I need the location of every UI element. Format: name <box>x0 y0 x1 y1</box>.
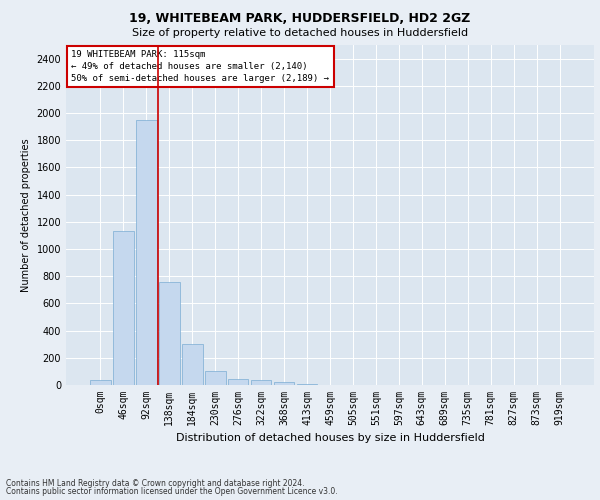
Bar <box>182 344 203 385</box>
Bar <box>113 232 134 385</box>
Text: Contains HM Land Registry data © Crown copyright and database right 2024.: Contains HM Land Registry data © Crown c… <box>6 478 305 488</box>
Bar <box>251 380 271 385</box>
Bar <box>274 382 295 385</box>
Text: 19 WHITEBEAM PARK: 115sqm
← 49% of detached houses are smaller (2,140)
50% of se: 19 WHITEBEAM PARK: 115sqm ← 49% of detac… <box>71 50 329 82</box>
Y-axis label: Number of detached properties: Number of detached properties <box>21 138 31 292</box>
Bar <box>296 384 317 385</box>
Bar <box>90 380 110 385</box>
Bar <box>205 370 226 385</box>
Text: Size of property relative to detached houses in Huddersfield: Size of property relative to detached ho… <box>132 28 468 38</box>
Bar <box>159 282 179 385</box>
Text: 19, WHITEBEAM PARK, HUDDERSFIELD, HD2 2GZ: 19, WHITEBEAM PARK, HUDDERSFIELD, HD2 2G… <box>130 12 470 26</box>
Bar <box>136 120 157 385</box>
Text: Contains public sector information licensed under the Open Government Licence v3: Contains public sector information licen… <box>6 487 338 496</box>
Bar <box>228 379 248 385</box>
X-axis label: Distribution of detached houses by size in Huddersfield: Distribution of detached houses by size … <box>176 434 484 444</box>
